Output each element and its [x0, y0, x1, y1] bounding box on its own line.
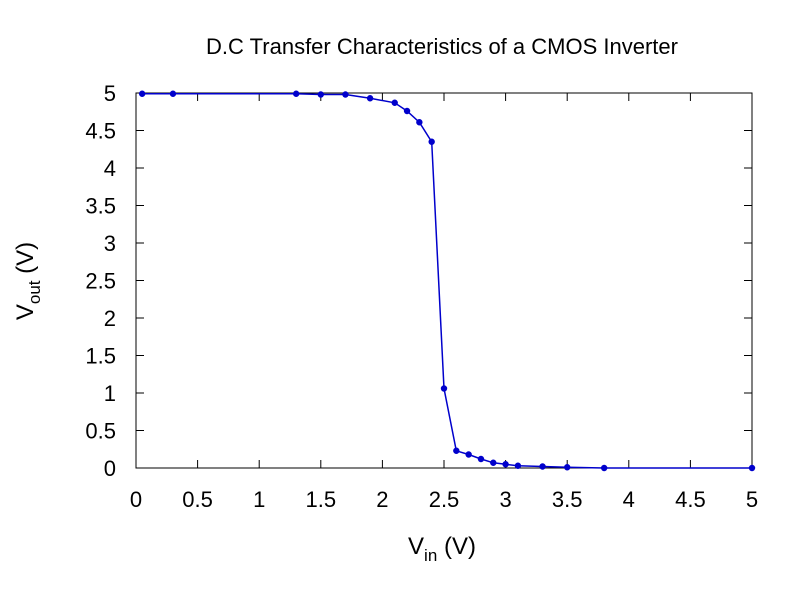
- y-tick-label: 2.5: [85, 269, 116, 294]
- x-tick-label: 5: [746, 487, 758, 512]
- plot-frame: [135, 92, 753, 469]
- y-tick-label: 0: [104, 456, 116, 481]
- data-point: [502, 461, 509, 468]
- y-tick-label: 4: [104, 156, 116, 181]
- data-point: [453, 447, 460, 454]
- data-point: [440, 385, 448, 392]
- data-point: [138, 90, 146, 97]
- x-axis-label: Vin (V): [408, 533, 476, 565]
- data-point: [748, 464, 756, 472]
- y-tick-label: 1: [104, 381, 116, 406]
- y-tick-label: 3.5: [85, 194, 116, 219]
- data-point: [490, 459, 497, 466]
- y-axis: 0 0.5 1 1.5 2 2.5 3 3.5 4 4.5 5: [85, 81, 752, 481]
- data-point: [317, 91, 324, 98]
- data-point: [564, 464, 571, 471]
- data-point: [428, 138, 435, 145]
- x-tick-label: 1: [253, 487, 265, 512]
- data-point: [465, 451, 472, 458]
- data-point: [342, 91, 349, 98]
- x-tick-label: 0: [130, 487, 142, 512]
- data-point: [403, 107, 411, 115]
- y-tick-label: 3: [104, 231, 116, 256]
- data-point: [477, 455, 485, 463]
- y-tick-label: 5: [104, 81, 116, 106]
- y-axis-label: Vout (V): [12, 242, 44, 320]
- x-axis: 0 0.5 1 1.5 2 2.5 3 3.5 4 4.5 5: [130, 93, 758, 512]
- data-point: [539, 463, 546, 470]
- series-layer: [138, 90, 756, 472]
- x-tick-label: 4: [623, 487, 635, 512]
- series-line: [142, 93, 752, 469]
- data-point: [391, 99, 398, 106]
- y-tick-label: 1.5: [85, 344, 116, 369]
- x-tick-label: 0.5: [182, 487, 213, 512]
- data-point: [416, 119, 423, 126]
- x-tick-label: 4.5: [675, 487, 706, 512]
- x-tick-label: 3.5: [552, 487, 583, 512]
- x-tick-label: 1.5: [306, 487, 337, 512]
- data-point: [514, 462, 522, 469]
- x-tick-label: 3: [499, 487, 511, 512]
- data-point: [600, 464, 608, 472]
- data-point: [366, 95, 374, 102]
- data-point: [169, 90, 177, 97]
- x-tick-label: 2.5: [429, 487, 460, 512]
- data-point: [292, 90, 300, 97]
- chart-title: D.C Transfer Characteristics of a CMOS I…: [206, 34, 678, 59]
- y-tick-label: 4.5: [85, 119, 116, 144]
- y-tick-label: 2: [104, 306, 116, 331]
- y-tick-label: 0.5: [85, 419, 116, 444]
- x-tick-label: 2: [376, 487, 388, 512]
